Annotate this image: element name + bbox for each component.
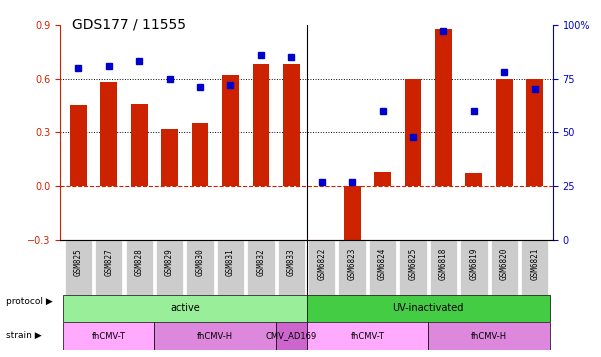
Text: GSM825: GSM825 xyxy=(74,248,83,276)
FancyBboxPatch shape xyxy=(186,240,214,295)
Bar xyxy=(100,82,117,186)
FancyBboxPatch shape xyxy=(63,322,154,350)
Text: GSM827: GSM827 xyxy=(105,248,113,276)
FancyBboxPatch shape xyxy=(95,240,123,295)
FancyBboxPatch shape xyxy=(63,295,307,322)
FancyBboxPatch shape xyxy=(154,322,276,350)
Text: GSM6818: GSM6818 xyxy=(439,248,448,280)
Text: active: active xyxy=(170,303,200,313)
Bar xyxy=(70,105,87,186)
Text: GSM6824: GSM6824 xyxy=(378,248,387,280)
FancyBboxPatch shape xyxy=(307,295,550,322)
FancyBboxPatch shape xyxy=(428,322,550,350)
FancyBboxPatch shape xyxy=(521,240,548,295)
FancyBboxPatch shape xyxy=(276,322,307,350)
Text: GSM833: GSM833 xyxy=(287,248,296,276)
Text: GSM6825: GSM6825 xyxy=(409,248,418,280)
Text: GDS177 / 11555: GDS177 / 11555 xyxy=(72,18,186,32)
Text: GSM6819: GSM6819 xyxy=(469,248,478,280)
Text: protocol ▶: protocol ▶ xyxy=(6,297,53,306)
Text: GSM6821: GSM6821 xyxy=(530,248,539,280)
Text: strain ▶: strain ▶ xyxy=(6,331,41,340)
Bar xyxy=(374,172,391,186)
FancyBboxPatch shape xyxy=(307,322,428,350)
FancyBboxPatch shape xyxy=(126,240,153,295)
Text: GSM831: GSM831 xyxy=(226,248,235,276)
FancyBboxPatch shape xyxy=(308,240,335,295)
Text: fhCMV-H: fhCMV-H xyxy=(197,332,233,341)
Bar xyxy=(131,104,148,186)
Bar xyxy=(465,174,482,186)
Text: GSM829: GSM829 xyxy=(165,248,174,276)
Text: GSM6822: GSM6822 xyxy=(317,248,326,280)
FancyBboxPatch shape xyxy=(399,240,427,295)
FancyBboxPatch shape xyxy=(430,240,457,295)
FancyBboxPatch shape xyxy=(490,240,518,295)
Text: CMV_AD169: CMV_AD169 xyxy=(266,332,317,341)
Bar xyxy=(435,29,452,186)
Bar xyxy=(252,64,269,186)
FancyBboxPatch shape xyxy=(156,240,183,295)
FancyBboxPatch shape xyxy=(278,240,305,295)
Bar xyxy=(404,79,421,186)
Text: fhCMV-H: fhCMV-H xyxy=(471,332,507,341)
Bar xyxy=(496,79,513,186)
Text: GSM6820: GSM6820 xyxy=(500,248,508,280)
Text: GSM828: GSM828 xyxy=(135,248,144,276)
Bar xyxy=(344,186,361,245)
FancyBboxPatch shape xyxy=(247,240,275,295)
Bar xyxy=(192,123,209,186)
Text: fhCMV-T: fhCMV-T xyxy=(92,332,126,341)
FancyBboxPatch shape xyxy=(65,240,92,295)
Bar xyxy=(222,75,239,186)
Text: GSM832: GSM832 xyxy=(257,248,266,276)
FancyBboxPatch shape xyxy=(460,240,487,295)
Bar xyxy=(526,79,543,186)
FancyBboxPatch shape xyxy=(217,240,244,295)
Bar xyxy=(161,129,178,186)
Text: GSM830: GSM830 xyxy=(195,248,204,276)
Text: GSM6823: GSM6823 xyxy=(347,248,356,280)
Text: fhCMV-T: fhCMV-T xyxy=(350,332,385,341)
FancyBboxPatch shape xyxy=(369,240,396,295)
Text: UV-inactivated: UV-inactivated xyxy=(392,303,464,313)
Bar xyxy=(283,64,300,186)
FancyBboxPatch shape xyxy=(338,240,366,295)
